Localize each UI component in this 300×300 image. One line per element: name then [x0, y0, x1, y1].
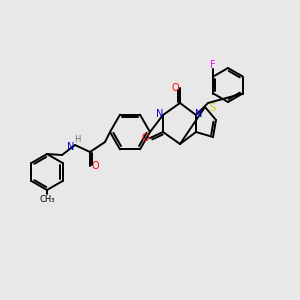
Text: CH₃: CH₃ [39, 194, 55, 203]
Text: S: S [209, 103, 215, 113]
Text: N: N [156, 109, 164, 119]
Text: O: O [141, 133, 149, 143]
Text: H: H [74, 136, 80, 145]
Text: N: N [67, 142, 75, 152]
Text: F: F [211, 59, 216, 70]
Text: O: O [91, 161, 99, 171]
Text: N: N [195, 109, 203, 119]
Text: O: O [171, 83, 179, 93]
